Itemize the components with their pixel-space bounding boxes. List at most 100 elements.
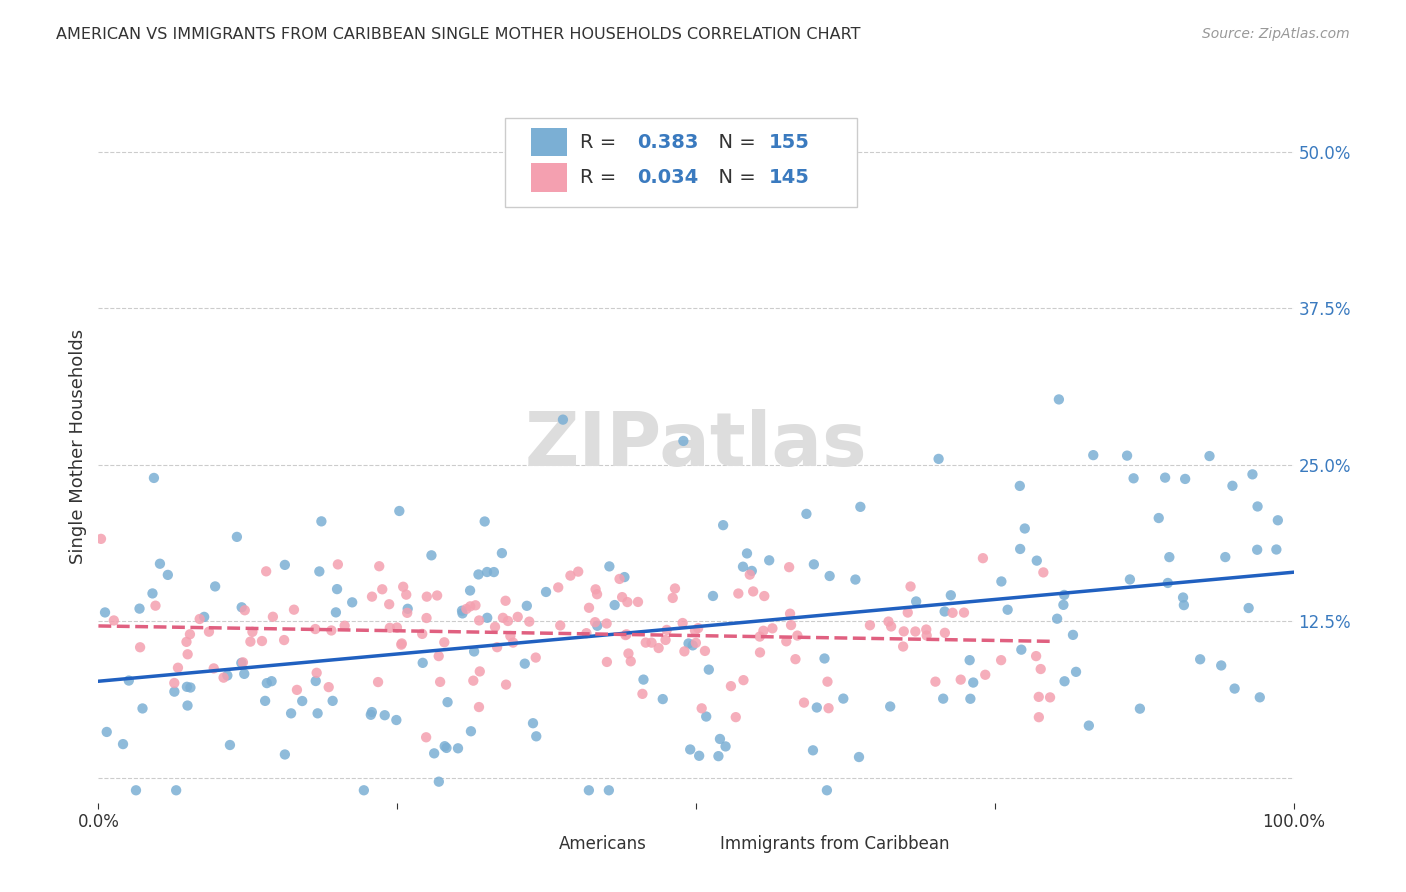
Point [779,607,801,621]
Point [583,615,606,630]
Point [742,584,765,599]
Point [990,653,1012,667]
Point [385,620,408,634]
Point [575,626,598,640]
FancyBboxPatch shape [531,128,567,156]
Point [436,695,458,709]
Point [1159,550,1181,565]
Point [738,567,761,582]
Point [94,606,117,620]
Point [817,674,839,689]
Point [990,574,1012,589]
Point [972,551,994,566]
Point [513,657,536,671]
Text: 0.383: 0.383 [637,133,699,152]
Point [1047,392,1070,407]
Point [586,587,609,601]
Point [786,629,808,643]
Point [844,573,866,587]
Point [578,783,600,797]
Point [741,564,763,578]
Point [1267,513,1289,527]
Point [752,624,775,638]
Point [396,602,419,616]
Point [880,619,903,633]
Point [129,640,152,655]
Point [1174,472,1197,486]
Point [603,598,626,612]
Point [1046,612,1069,626]
Point [609,572,631,586]
Point [1173,598,1195,612]
Point [731,559,754,574]
Text: ZIPatlas: ZIPatlas [524,409,868,483]
Point [395,588,418,602]
Point [1241,467,1264,482]
Point [231,600,253,615]
Point [477,611,499,625]
Point [932,691,955,706]
Point [118,673,141,688]
Point [198,624,221,639]
Point [702,589,724,603]
Point [340,595,363,609]
Point [733,673,755,688]
Point [420,549,443,563]
Point [640,635,662,649]
Point [1213,550,1236,565]
Point [815,783,838,797]
Point [322,694,344,708]
Point [254,694,277,708]
Point [353,783,375,797]
Point [111,737,134,751]
Point [1171,591,1194,605]
Point [458,599,481,614]
Point [688,748,710,763]
Point [671,615,693,630]
Text: Immigrants from Caribbean: Immigrants from Caribbean [720,835,949,853]
Point [239,634,262,648]
Point [305,665,328,680]
Point [560,568,582,582]
Point [942,606,965,620]
Point [939,588,962,602]
Point [1014,521,1036,535]
Point [817,701,839,715]
Point [598,783,620,797]
Point [176,647,198,661]
Point [427,774,450,789]
Point [233,603,256,617]
Point [326,558,349,572]
Point [411,627,433,641]
Point [547,581,569,595]
Point [391,636,413,650]
Point [1246,542,1268,557]
Point [495,594,517,608]
Point [128,601,150,615]
Point [688,621,710,635]
Point [463,644,485,658]
Point [997,603,1019,617]
Point [585,582,607,597]
Point [655,623,678,637]
Point [371,582,394,597]
Point [778,560,800,574]
FancyBboxPatch shape [522,833,550,855]
Point [433,635,456,649]
FancyBboxPatch shape [505,118,858,207]
Point [1222,479,1244,493]
Point [378,597,401,611]
Point [915,623,938,637]
Point [517,615,540,629]
Point [1246,500,1268,514]
Point [219,738,242,752]
Point [499,629,522,643]
Point [262,609,284,624]
Point [361,590,384,604]
Point [598,559,620,574]
Point [176,698,198,713]
Point [924,674,946,689]
Point [678,636,700,650]
Point [634,635,657,649]
Point [785,652,807,666]
